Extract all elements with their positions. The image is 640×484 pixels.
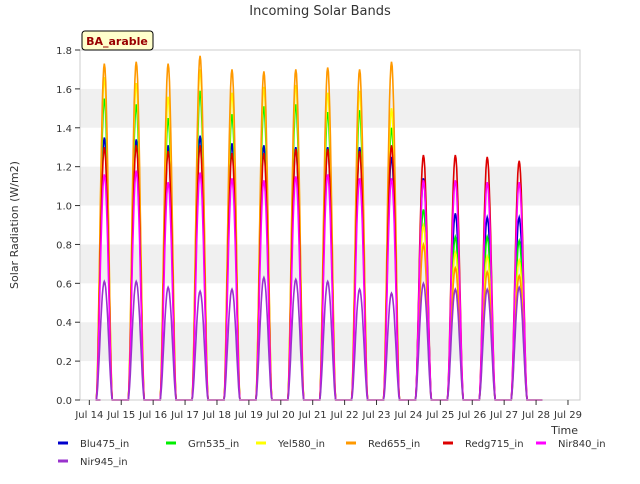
legend-item: Blu475_in <box>58 439 129 450</box>
legend-label: Grn535_in <box>188 439 239 450</box>
legend-label: Nir945_in <box>80 457 128 468</box>
legend-label: Blu475_in <box>80 439 129 450</box>
y-tick-label: 1.6 <box>56 85 72 96</box>
x-tick-label: Jul 18 <box>202 410 231 421</box>
legend-item: Yel580_in <box>256 439 325 450</box>
y-tick-label: 1.0 <box>56 202 72 213</box>
site-label-badge: BA_arable <box>81 30 154 51</box>
x-tick-label: Jul 24 <box>393 410 422 421</box>
y-tick-label: 0.0 <box>56 396 72 407</box>
x-tick-label: Jul 17 <box>170 410 199 421</box>
legend-item: Nir945_in <box>58 457 128 468</box>
x-tick-label: Jul 22 <box>330 410 359 421</box>
y-tick-label: 0.6 <box>56 279 72 290</box>
x-tick-label: Jul 25 <box>425 410 454 421</box>
x-tick-label: Jul 28 <box>521 410 550 421</box>
grid-band <box>80 322 580 362</box>
legend-label: Nir840_in <box>558 439 606 450</box>
x-axis-label: Time <box>550 424 578 437</box>
y-tick-label: 1.2 <box>56 163 72 174</box>
legend-label: Redg715_in <box>465 439 524 450</box>
legend-label: Yel580_in <box>277 439 325 450</box>
y-tick-label: 0.4 <box>56 318 72 329</box>
chart-title: Incoming Solar Bands <box>249 4 391 19</box>
x-tick-label: Jul 21 <box>298 410 327 421</box>
y-tick-label: 0.8 <box>56 240 72 251</box>
y-tick-label: 1.4 <box>56 124 72 135</box>
x-tick-label: Jul 16 <box>138 410 167 421</box>
y-axis: 0.0 0.2 0.4 0.6 0.8 1.0 1.2 1.4 1.6 1.8 <box>56 46 80 407</box>
grid-band <box>80 244 580 284</box>
y-axis-label: Solar Radiation (W/m2) <box>8 161 21 289</box>
x-tick-label: Jul 15 <box>106 410 135 421</box>
x-tick-label: Jul 20 <box>266 410 295 421</box>
legend-item: Red655_in <box>346 439 420 450</box>
legend-label: Red655_in <box>368 439 420 450</box>
legend-item: Nir840_in <box>536 439 606 450</box>
legend-item: Redg715_in <box>443 439 524 450</box>
x-tick-label: Jul 19 <box>234 410 263 421</box>
x-tick-label: Jul 29 <box>553 410 582 421</box>
x-tick-label: Jul 23 <box>362 410 391 421</box>
legend-item: Grn535_in <box>166 439 239 450</box>
plot-area-border <box>79 49 581 401</box>
y-tick-label: 0.2 <box>56 357 72 368</box>
x-tick-label: Jul 14 <box>74 410 103 421</box>
x-axis: Jul 14 Jul 15 Jul 16 Jul 17 Jul 18 Jul 19 Jul … <box>74 400 582 421</box>
legend: Blu475_in Grn535_in Yel580_in Red655_in Redg… <box>58 439 606 468</box>
x-tick-label: Jul 26 <box>457 410 486 421</box>
x-tick-label: Jul 27 <box>489 410 518 421</box>
site-label-text: BA_arable <box>86 35 148 48</box>
site-label-box <box>81 30 154 51</box>
y-tick-label: 1.8 <box>56 46 72 57</box>
